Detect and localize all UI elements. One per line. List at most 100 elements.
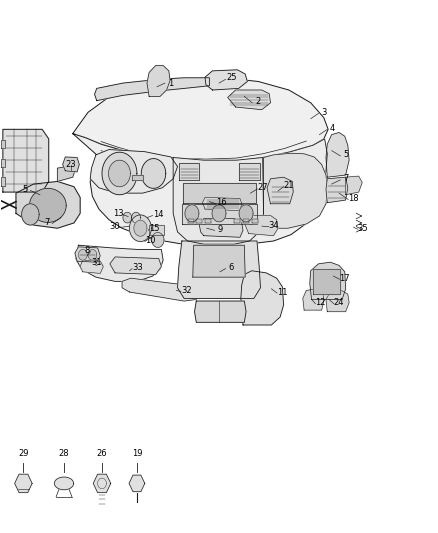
Text: 34: 34 xyxy=(268,221,279,230)
Text: 7: 7 xyxy=(44,218,49,227)
Polygon shape xyxy=(21,204,39,225)
Polygon shape xyxy=(102,152,137,195)
Text: 13: 13 xyxy=(113,209,124,218)
Polygon shape xyxy=(134,220,147,236)
Polygon shape xyxy=(199,219,243,237)
Polygon shape xyxy=(177,241,261,298)
Polygon shape xyxy=(129,475,145,491)
Polygon shape xyxy=(78,249,87,260)
Polygon shape xyxy=(239,163,261,180)
Polygon shape xyxy=(123,212,132,223)
Polygon shape xyxy=(132,212,141,223)
Polygon shape xyxy=(73,77,328,163)
Text: 27: 27 xyxy=(258,183,268,192)
Polygon shape xyxy=(173,158,264,244)
Text: 18: 18 xyxy=(348,194,359,203)
Polygon shape xyxy=(187,219,194,223)
Polygon shape xyxy=(132,175,143,180)
Polygon shape xyxy=(313,269,340,294)
Text: 6: 6 xyxy=(228,263,233,272)
Polygon shape xyxy=(196,219,202,223)
Polygon shape xyxy=(346,176,362,195)
Text: 35: 35 xyxy=(358,224,368,233)
Polygon shape xyxy=(95,78,209,101)
Polygon shape xyxy=(152,232,164,247)
Polygon shape xyxy=(130,215,151,241)
Polygon shape xyxy=(29,188,66,222)
Polygon shape xyxy=(267,177,293,204)
Polygon shape xyxy=(193,245,245,277)
Polygon shape xyxy=(326,177,348,203)
Text: 15: 15 xyxy=(149,224,159,233)
Polygon shape xyxy=(122,278,197,301)
Polygon shape xyxy=(109,160,131,187)
Text: 9: 9 xyxy=(217,225,223,234)
Polygon shape xyxy=(303,289,324,310)
Polygon shape xyxy=(73,134,325,245)
Text: 29: 29 xyxy=(18,449,28,458)
Text: 2: 2 xyxy=(256,97,261,106)
Polygon shape xyxy=(110,257,161,274)
Polygon shape xyxy=(16,181,80,228)
Polygon shape xyxy=(243,219,249,223)
Polygon shape xyxy=(88,249,97,260)
Polygon shape xyxy=(147,66,170,96)
Polygon shape xyxy=(244,215,278,236)
Polygon shape xyxy=(212,205,226,222)
Text: 28: 28 xyxy=(59,449,69,458)
Polygon shape xyxy=(234,219,240,223)
Polygon shape xyxy=(57,165,75,181)
Polygon shape xyxy=(54,477,74,490)
Text: 11: 11 xyxy=(277,287,288,296)
Polygon shape xyxy=(310,262,346,300)
Polygon shape xyxy=(252,219,258,223)
Text: 26: 26 xyxy=(97,449,107,458)
Polygon shape xyxy=(264,154,327,228)
Polygon shape xyxy=(263,139,327,229)
Polygon shape xyxy=(149,225,164,235)
Text: 31: 31 xyxy=(92,259,102,267)
Text: 4: 4 xyxy=(330,124,335,133)
Polygon shape xyxy=(93,474,111,492)
Polygon shape xyxy=(75,247,100,262)
Text: 32: 32 xyxy=(181,286,191,295)
Text: 7: 7 xyxy=(343,174,348,183)
Text: 30: 30 xyxy=(110,222,120,231)
Text: 19: 19 xyxy=(132,449,142,458)
Polygon shape xyxy=(80,260,103,273)
Polygon shape xyxy=(239,205,253,222)
Polygon shape xyxy=(326,133,349,177)
Polygon shape xyxy=(228,90,271,110)
Polygon shape xyxy=(1,140,5,149)
Text: 12: 12 xyxy=(315,298,326,307)
Text: 5: 5 xyxy=(22,185,27,194)
Text: 3: 3 xyxy=(321,108,326,117)
Text: 24: 24 xyxy=(334,298,344,307)
Text: 1: 1 xyxy=(168,78,173,87)
Polygon shape xyxy=(90,150,177,193)
Polygon shape xyxy=(326,290,349,312)
Polygon shape xyxy=(185,205,199,222)
Polygon shape xyxy=(3,130,49,192)
Polygon shape xyxy=(205,70,247,90)
Text: 5: 5 xyxy=(343,150,348,159)
Polygon shape xyxy=(182,204,257,224)
Text: 33: 33 xyxy=(132,263,143,272)
Polygon shape xyxy=(1,159,5,167)
Polygon shape xyxy=(183,182,256,203)
Polygon shape xyxy=(202,197,242,211)
Polygon shape xyxy=(1,177,5,185)
Polygon shape xyxy=(179,163,199,180)
Polygon shape xyxy=(14,474,32,492)
Text: 21: 21 xyxy=(284,181,294,190)
Text: 17: 17 xyxy=(339,273,350,282)
Text: 16: 16 xyxy=(216,198,226,207)
Polygon shape xyxy=(141,159,166,188)
Text: 10: 10 xyxy=(145,236,155,245)
Polygon shape xyxy=(205,219,211,223)
Text: 14: 14 xyxy=(152,210,163,219)
Text: 23: 23 xyxy=(65,160,76,169)
Text: 8: 8 xyxy=(85,246,90,255)
Polygon shape xyxy=(241,271,284,325)
Polygon shape xyxy=(76,245,163,281)
